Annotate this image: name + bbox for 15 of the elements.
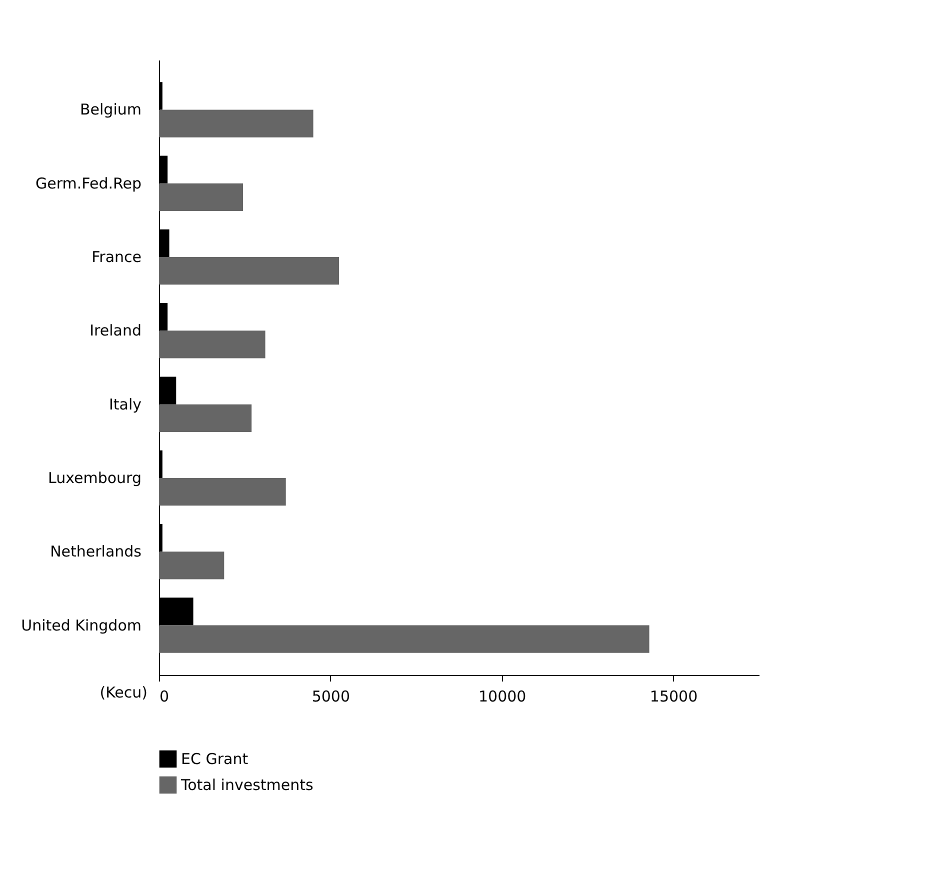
y-tick-label: France [92,248,142,266]
x-tick-label: 15000 [650,688,698,706]
legend-label: Total investments [180,776,314,794]
x-tick-label: 0 [160,688,170,706]
y-tick-label: United Kingdom [21,616,142,634]
y-tick-label: Belgium [80,100,142,119]
y-tick-label: Luxembourg [48,468,142,487]
y-tick-label: Italy [108,395,142,414]
y-tick-label: Netherlands [50,542,142,561]
x-tick-label: 5000 [312,688,350,706]
legend-label: EC Grant [181,750,248,768]
x-tick-label: 10000 [478,688,526,706]
x-axis-title: (Kecu) [100,684,148,702]
y-tick-label: Ireland [90,322,142,340]
y-tick-label: Germ.Fed.Rep [36,174,142,192]
